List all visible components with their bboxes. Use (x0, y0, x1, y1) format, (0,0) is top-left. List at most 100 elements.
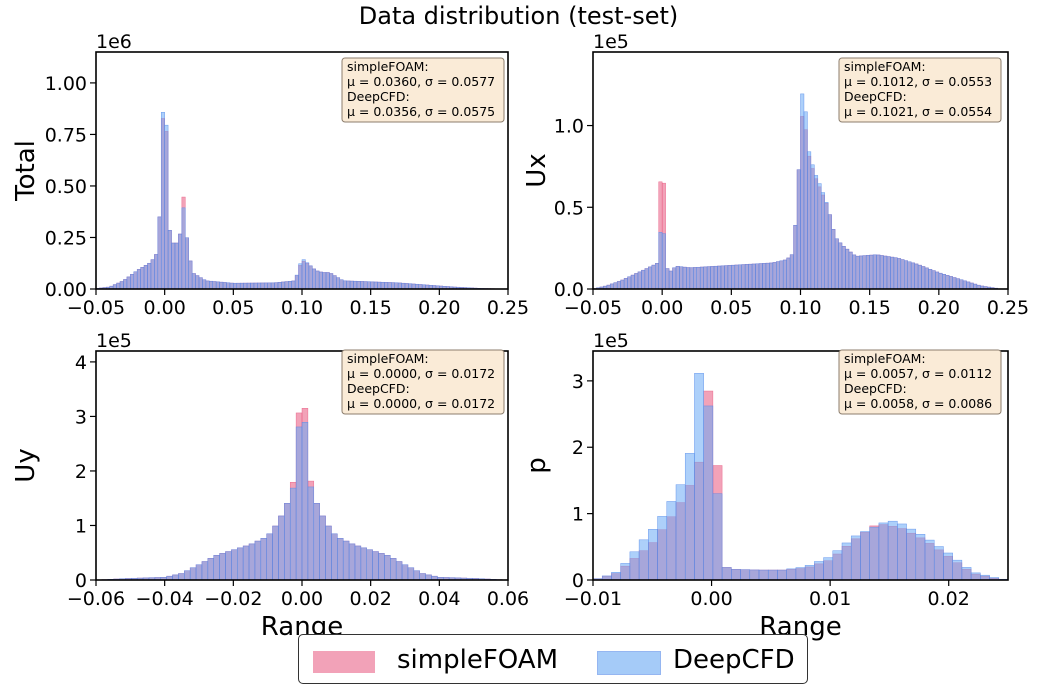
histogram-bar (749, 569, 760, 581)
histogram-bar (278, 515, 285, 581)
y-tick-label: 0.75 (45, 124, 87, 146)
histogram-bar (342, 280, 347, 290)
histogram-bar (758, 569, 769, 581)
histogram-bar (178, 233, 183, 290)
histogram-bar (672, 267, 677, 290)
histogram-bar (897, 258, 902, 290)
stats-line: μ = 0.0000, σ = 0.0172 (347, 396, 495, 411)
histogram-bar (696, 266, 701, 290)
histogram-bar (284, 503, 291, 581)
histogram-bar (136, 269, 141, 290)
histogram-bar (225, 551, 232, 581)
histogram-bar (845, 248, 850, 290)
histogram-bar (886, 256, 891, 290)
histogram-bar (796, 169, 801, 290)
x-tick-label: 0.02 (350, 588, 392, 610)
histogram-bar (260, 282, 265, 290)
histogram-bar (859, 255, 864, 290)
histogram-bar (890, 256, 895, 290)
histogram-bar (740, 569, 751, 581)
histogram-bar (413, 570, 420, 581)
histogram-bar (665, 268, 670, 290)
histogram-bar (777, 569, 787, 581)
histogram-bar (860, 531, 870, 581)
stats-line: DeepCFD: (844, 89, 907, 104)
histogram-bar (772, 262, 777, 290)
histogram-bar (250, 282, 255, 290)
histogram-bar (800, 93, 805, 290)
histogram-bar (313, 503, 320, 581)
histogram-bar (694, 373, 704, 581)
histogram-bar (315, 270, 320, 290)
histogram-bar (236, 282, 241, 290)
histogram-bar (360, 547, 367, 581)
histogram-bar (703, 266, 708, 290)
histogram-bar (336, 277, 341, 290)
histogram-bar (205, 280, 210, 290)
stats-box (838, 57, 1002, 123)
histogram-bar (634, 273, 639, 290)
panel-p: −0.01 0.00 0.01 0.0201231e5pRangesimpleFOAM… (522, 330, 1009, 642)
histogram-bar (401, 564, 409, 581)
histogram-bar (305, 262, 310, 290)
stats-line: μ = 0.0356, σ = 0.0575 (347, 104, 495, 119)
histogram-bar (329, 273, 334, 290)
histogram-bar (814, 561, 824, 581)
x-tick-label: 0.25 (987, 297, 1029, 319)
histogram-bar (648, 266, 653, 290)
y-tick-label: 1.00 (45, 73, 87, 95)
histogram-bar (879, 255, 884, 290)
histogram-bar (629, 551, 640, 581)
histogram-bar (366, 549, 373, 581)
y-scale-offset: 1e6 (96, 31, 132, 53)
histogram-bar (935, 271, 940, 290)
histogram-bar (226, 282, 231, 290)
series-deepcfd (592, 93, 1002, 290)
histogram-bar (966, 281, 971, 290)
histogram-bar (779, 260, 784, 290)
histogram-bar (675, 266, 680, 290)
histogram-bar (373, 281, 378, 290)
plot-frame (592, 350, 1009, 581)
histogram-bar (910, 262, 915, 290)
series-deepcfd (592, 373, 1009, 581)
histogram-bar (776, 261, 781, 290)
histogram-bar (184, 570, 191, 581)
histogram-bar (185, 237, 189, 290)
histogram-bar (928, 269, 933, 290)
histogram-bar (924, 267, 929, 290)
histogram-bar (289, 487, 297, 581)
legend-swatch-simplefoam (313, 651, 375, 673)
histogram-bar (123, 279, 128, 290)
histogram-bar (209, 280, 213, 290)
histogram-bar (171, 242, 176, 290)
stats-box (341, 349, 505, 415)
histogram-bar (354, 545, 362, 581)
x-tick-label: 0.01 (809, 588, 851, 610)
histogram-bar (620, 279, 625, 290)
x-tick-label: 0.15 (849, 297, 891, 319)
histogram-bar (824, 202, 829, 290)
histogram-bar (810, 164, 815, 290)
histogram-bar (191, 273, 196, 290)
histogram-bar (394, 282, 399, 290)
y-tick-label: 3 (572, 371, 584, 393)
y-tick-label: 0 (572, 570, 584, 592)
histogram-bar (401, 282, 406, 290)
histogram-bar (872, 254, 877, 290)
histogram-bar (832, 550, 843, 581)
histogram-bar (229, 282, 234, 290)
histogram-bar (207, 558, 214, 581)
histogram-bar (948, 276, 953, 290)
histogram-bar (188, 260, 193, 290)
figure-title: Data distribution (test-set) (358, 2, 679, 30)
histogram-bar (841, 246, 846, 290)
y-scale-offset: 1e5 (593, 330, 629, 352)
histogram-bar (147, 262, 152, 290)
x-tick-label: 0.25 (487, 297, 529, 319)
histogram-bar (281, 281, 286, 290)
histogram-bar (294, 274, 299, 290)
histogram-bar (786, 568, 797, 581)
histogram-bar (360, 281, 365, 290)
stats-line: simpleFOAM: (347, 59, 429, 74)
